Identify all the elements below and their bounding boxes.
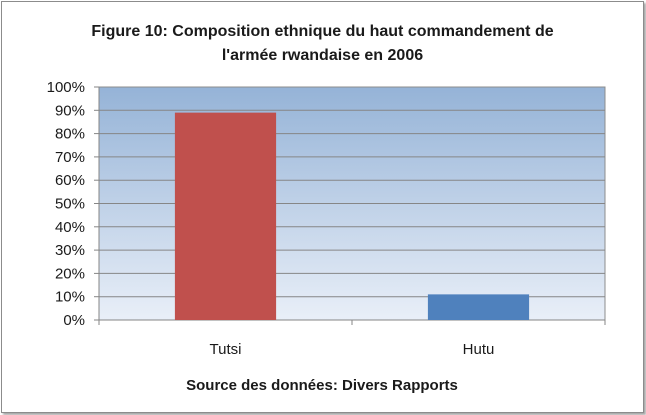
y-tick-label: 100% bbox=[47, 79, 85, 96]
x-axis-title: Source des données: Divers Rapports bbox=[186, 377, 458, 394]
x-tick-label: Tutsi bbox=[210, 341, 242, 358]
chart-title-line-2: l'armée rwandaise en 2006 bbox=[221, 47, 424, 64]
y-tick-label: 40% bbox=[55, 219, 85, 236]
y-tick-label: 30% bbox=[55, 242, 85, 259]
y-tick-label: 50% bbox=[55, 196, 85, 213]
y-tick-label: 60% bbox=[55, 172, 85, 189]
y-tick-label: 20% bbox=[55, 265, 85, 282]
x-tick-label: Hutu bbox=[463, 341, 495, 358]
y-tick-label: 10% bbox=[55, 289, 85, 306]
y-tick-label: 70% bbox=[55, 149, 85, 166]
y-tick-label: 0% bbox=[63, 312, 85, 329]
y-tick-label: 90% bbox=[55, 102, 85, 119]
bar-hutu bbox=[427, 294, 530, 320]
chart-title-line-1: Figure 10: Composition ethnique du haut … bbox=[91, 23, 554, 40]
bar-tutsi bbox=[174, 112, 277, 320]
chart-title: Figure 10: Composition ethnique du haut … bbox=[2, 20, 643, 68]
y-tick-label: 80% bbox=[55, 126, 85, 143]
